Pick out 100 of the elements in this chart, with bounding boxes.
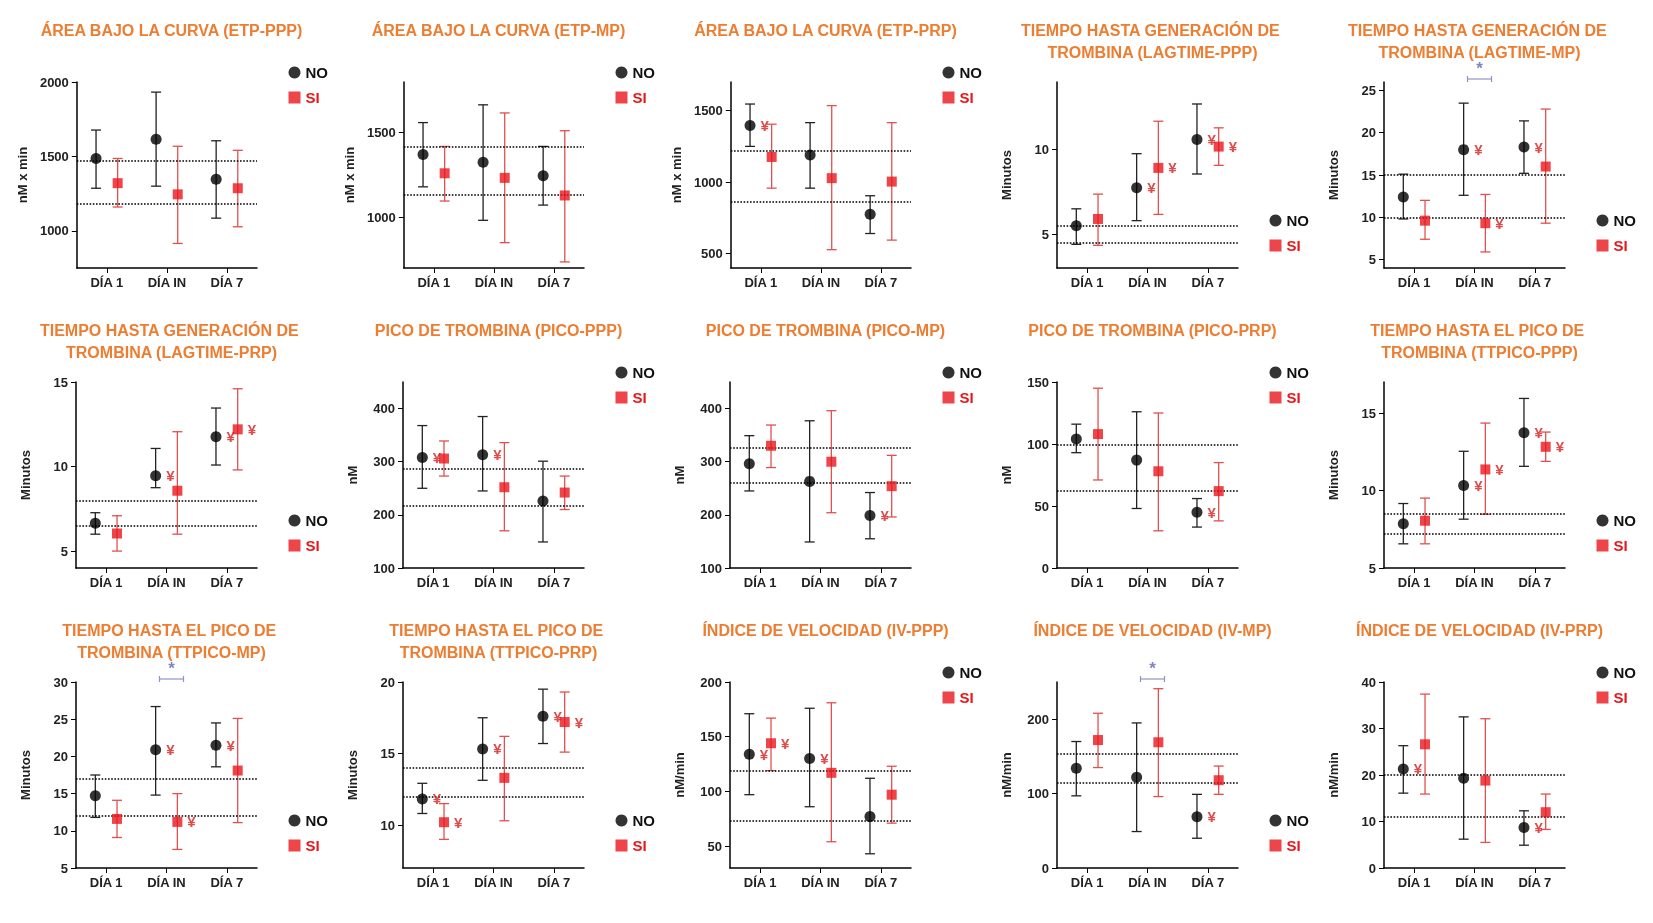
- x-tick-label: DÍA 7: [1191, 575, 1225, 590]
- y-tick-label: 200: [1027, 711, 1049, 727]
- y-tick-label: 15: [1361, 167, 1376, 183]
- y-tick-label: 0: [1368, 860, 1376, 876]
- legend-label: NO: [959, 364, 983, 381]
- legend-label: SI: [959, 89, 974, 106]
- x-tick-label: DÍA 7: [210, 875, 244, 890]
- y-tick-label: 1500: [366, 125, 396, 141]
- data-label: ¥: [820, 750, 830, 768]
- y-tick-label: 400: [700, 401, 722, 417]
- y-tick-label: 30: [1361, 721, 1376, 736]
- x-tick-label: DÍA 7: [1191, 875, 1225, 890]
- legend-label: NO: [1286, 212, 1310, 229]
- y-tick-label: 10: [1361, 483, 1376, 498]
- data-label: ¥: [187, 813, 197, 831]
- legend-label: NO: [305, 812, 329, 829]
- y-tick-label: 30: [53, 674, 68, 690]
- y-tick-label: 10: [1361, 814, 1376, 829]
- data-label: ¥: [1207, 503, 1217, 521]
- legend-label: SI: [1286, 389, 1301, 406]
- data-label: ¥: [493, 740, 503, 758]
- data-label: ¥: [781, 734, 791, 752]
- x-tick-label: DÍA 7: [537, 575, 571, 590]
- x-tick-label: DÍA IN: [801, 275, 841, 290]
- y-axis-title: Minutos: [345, 750, 360, 800]
- x-tick-label: DÍA 7: [537, 875, 571, 890]
- data-label: ¥: [553, 707, 563, 725]
- legend-label: SI: [1286, 237, 1301, 254]
- legend-label: NO: [305, 64, 329, 81]
- y-tick-label: 5: [1041, 226, 1049, 242]
- data-label: ¥: [1534, 424, 1544, 442]
- data-label: ¥: [1228, 138, 1238, 156]
- legend-label: SI: [959, 389, 974, 406]
- data-label: ¥: [1495, 214, 1505, 232]
- y-tick-label: 50: [1034, 498, 1049, 514]
- y-tick-label: 10: [53, 459, 68, 475]
- x-tick-label: DÍA IN: [474, 275, 514, 290]
- data-label: ¥: [1474, 477, 1484, 495]
- data-label: ¥: [1207, 130, 1217, 148]
- x-tick-label: DÍA 1: [1070, 575, 1104, 590]
- x-tick-label: DÍA 7: [210, 275, 244, 290]
- legend-label: NO: [632, 812, 656, 829]
- data-label: ¥: [432, 790, 442, 808]
- text: *: [1476, 59, 1484, 78]
- y-tick-label: 5: [60, 543, 68, 559]
- data-label: ¥: [759, 745, 769, 763]
- y-tick-label: 15: [380, 746, 395, 762]
- legend-label: NO: [959, 64, 983, 81]
- y-tick-label: 10: [53, 823, 68, 839]
- y-tick-label: 5: [60, 860, 68, 876]
- y-axis-title: Minutos: [1326, 450, 1341, 500]
- y-tick-label: 2000: [39, 74, 69, 90]
- x-tick-label: DÍA IN: [1128, 275, 1167, 290]
- data-label: ¥: [493, 446, 503, 464]
- data-label: ¥: [166, 467, 176, 485]
- x-tick-label: DÍA 1: [743, 875, 777, 890]
- y-axis-title: nM: [999, 465, 1014, 485]
- x-tick-label: DÍA 7: [537, 275, 571, 290]
- x-tick-label: DÍA 1: [1070, 875, 1104, 890]
- chart-title: ÍNDICE DE VELOCIDAD (IV-MP): [1033, 620, 1272, 639]
- y-tick-label: 20: [53, 748, 68, 764]
- x-tick-label: DÍA IN: [801, 875, 840, 890]
- chart-title: ÍNDICE DE VELOCIDAD (IV-PPP): [702, 620, 949, 639]
- x-tick-label: DÍA 7: [1191, 275, 1225, 290]
- chart-title: ÁREA BAJO LA CURVA (ETP-PRP): [694, 20, 957, 39]
- y-tick-label: 100: [700, 560, 722, 576]
- legend-label: SI: [1613, 237, 1628, 254]
- y-axis-title: nM/min: [1326, 752, 1341, 798]
- legend-label: SI: [305, 89, 320, 106]
- y-axis-title: Minutos: [1326, 150, 1341, 200]
- y-tick-label: 100: [373, 560, 395, 576]
- x-tick-label: DÍA IN: [474, 875, 513, 890]
- x-tick-label: DÍA IN: [147, 875, 186, 890]
- chart-title: TIEMPO HASTA EL PICO DE TROMBINA (TTPICO-MP): [62, 621, 281, 661]
- legend-label: NO: [1613, 512, 1637, 529]
- y-tick-label: 300: [373, 454, 395, 470]
- legend-label: NO: [1286, 364, 1310, 381]
- x-tick-label: DÍA IN: [1455, 875, 1494, 890]
- data-label: ¥: [1207, 808, 1217, 826]
- data-label: ¥: [1413, 760, 1423, 778]
- data-label: ¥: [1474, 141, 1484, 159]
- legend-label: SI: [632, 389, 647, 406]
- data-label: ¥: [880, 506, 890, 524]
- chart-title: ÁREA BAJO LA CURVA (ETP-PPP): [40, 20, 303, 39]
- y-tick-label: 300: [700, 454, 722, 470]
- y-tick-label: 40: [1361, 674, 1376, 690]
- x-tick-label: DÍA 7: [1518, 275, 1552, 290]
- legend-label: SI: [305, 537, 320, 554]
- y-tick-label: 1000: [39, 223, 69, 239]
- text: *: [1149, 659, 1157, 678]
- chart-title: ÁREA BAJO LA CURVA (ETP-MP): [371, 20, 626, 39]
- data-label: ¥: [760, 117, 770, 134]
- x-tick-label: DÍA IN: [1128, 575, 1167, 590]
- chart-title: PICO DE TROMBINA (PICO-PRP): [1028, 321, 1277, 339]
- y-axis-title: nM/min: [999, 752, 1014, 798]
- y-axis-title: nM x min: [15, 146, 30, 204]
- y-tick-label: 20: [380, 674, 395, 690]
- legend-label: SI: [959, 689, 974, 706]
- x-tick-label: DÍA IN: [474, 575, 513, 590]
- x-tick-label: DÍA 1: [416, 875, 450, 890]
